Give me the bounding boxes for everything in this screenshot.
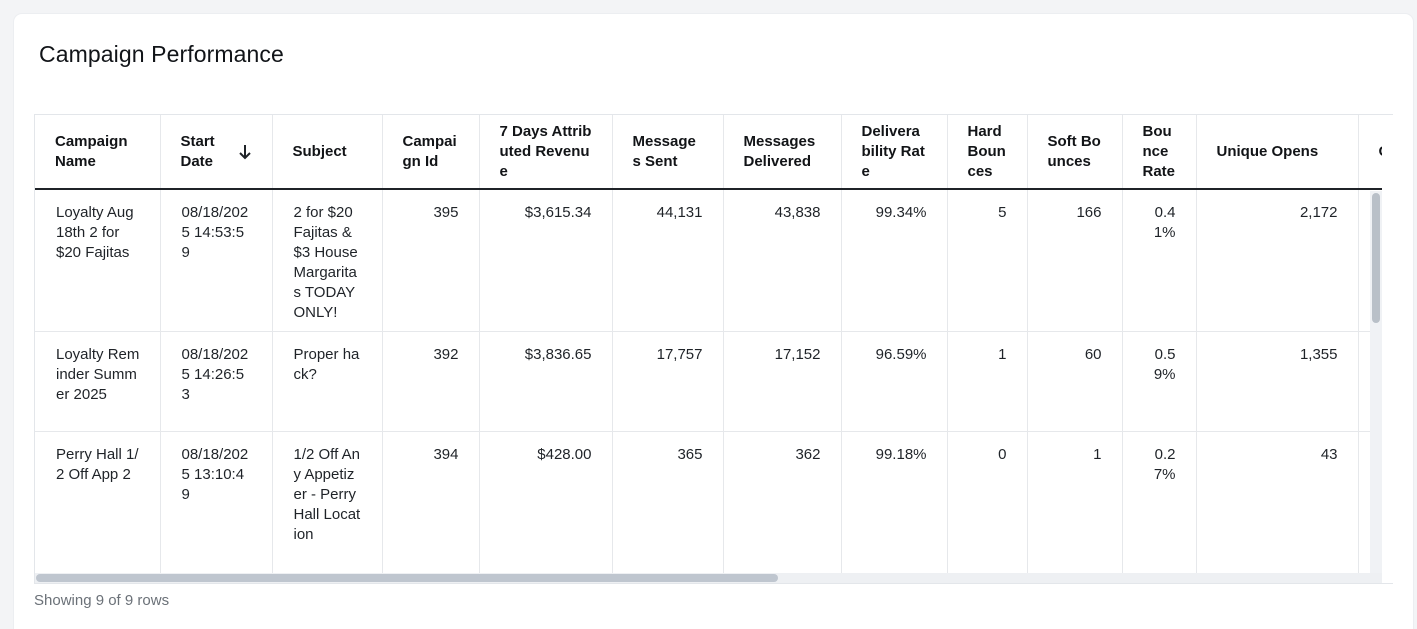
cell-campaign-id: 394 [382, 431, 480, 573]
column-header-messages-delivered[interactable]: Messages Delivered [723, 115, 842, 190]
cell-messages-sent: 44,131 [612, 189, 724, 332]
cell-hard-bounces: 5 [947, 189, 1028, 332]
column-header-revenue[interactable]: 7 Days Attributed Revenue [479, 115, 613, 190]
cell-bounce-rate: 0.41% [1122, 189, 1197, 332]
arrow-down-icon[interactable] [238, 143, 252, 161]
cell-revenue: $428.00 [479, 431, 613, 573]
cell-hard-bounces: 1 [947, 331, 1028, 432]
cell-unique-opens: 1,355 [1196, 331, 1359, 432]
cell-soft-bounces: 1 [1027, 431, 1123, 573]
card-title: Campaign Performance [39, 41, 284, 67]
row-count-text: Showing 9 of 9 rows [34, 592, 170, 609]
campaign-performance-card: Campaign Performance [14, 14, 1413, 629]
cell-messages-delivered: 17,152 [723, 331, 842, 432]
cell-campaign-id: 392 [382, 331, 480, 432]
cell-campaign-name: Loyalty Aug 18th 2 for $20 Fajitas [35, 189, 161, 332]
vertical-scrollbar[interactable] [1370, 191, 1382, 573]
horizontal-scrollbar[interactable] [35, 573, 1382, 583]
cell-messages-sent: 365 [612, 431, 724, 573]
cell-start-date: 08/18/2025 13:10:49 [160, 431, 273, 573]
cell-revenue: $3,836.65 [479, 331, 613, 432]
vertical-scrollbar-thumb[interactable] [1372, 193, 1380, 323]
cell-deliverability-rate: 99.18% [841, 431, 948, 573]
column-header-opens-truncated[interactable]: Op [1358, 115, 1382, 190]
cell-unique-opens: 2,172 [1196, 189, 1359, 332]
column-header-soft-bounces[interactable]: Soft Bounces [1027, 115, 1123, 190]
cell-hard-bounces: 0 [947, 431, 1028, 573]
column-header-start-date[interactable]: Start Date [160, 115, 273, 190]
table-row[interactable]: Loyalty Aug 18th 2 for $20 Fajitas 08/18… [35, 189, 1382, 332]
column-header-deliverability-rate[interactable]: Deliverability Rate [841, 115, 948, 190]
cell-messages-delivered: 362 [723, 431, 842, 573]
cell-soft-bounces: 166 [1027, 189, 1123, 332]
cell-messages-sent: 17,757 [612, 331, 724, 432]
cell-start-date: 08/18/2025 14:26:53 [160, 331, 273, 432]
column-header-campaign-name[interactable]: Campaign Name [35, 115, 161, 190]
cell-subject: 2 for $20 Fajitas & $3 House Margaritas … [272, 189, 383, 332]
cell-subject: 1/2 Off Any Appetizer - Perry Hall Locat… [272, 431, 383, 573]
cell-subject: Proper hack? [272, 331, 383, 432]
cell-bounce-rate: 0.27% [1122, 431, 1197, 573]
table-header-row: Campaign Name Start Date [35, 115, 1382, 190]
campaign-table: Campaign Name Start Date [35, 115, 1382, 573]
column-header-campaign-id[interactable]: Campaign Id [382, 115, 480, 190]
column-header-hard-bounces[interactable]: Hard Bounces [947, 115, 1028, 190]
cell-soft-bounces: 60 [1027, 331, 1123, 432]
table-viewport[interactable]: Campaign Name Start Date [35, 115, 1382, 573]
cell-campaign-name: Perry Hall 1/2 Off App 2 [35, 431, 161, 573]
cell-campaign-name: Loyalty Reminder Summer 2025 [35, 331, 161, 432]
table-container: Campaign Name Start Date [34, 114, 1393, 584]
cell-start-date: 08/18/2025 14:53:59 [160, 189, 273, 332]
cell-bounce-rate: 0.59% [1122, 331, 1197, 432]
cell-deliverability-rate: 96.59% [841, 331, 948, 432]
cell-campaign-id: 395 [382, 189, 480, 332]
cell-revenue: $3,615.34 [479, 189, 613, 332]
column-header-subject[interactable]: Subject [272, 115, 383, 190]
cell-unique-opens: 43 [1196, 431, 1359, 573]
cell-deliverability-rate: 99.34% [841, 189, 948, 332]
column-header-bounce-rate[interactable]: Bounce Rate [1122, 115, 1197, 190]
column-header-unique-opens[interactable]: Unique Opens [1196, 115, 1359, 190]
table-row[interactable]: Loyalty Reminder Summer 2025 08/18/2025 … [35, 331, 1382, 432]
column-header-label: Start Date [180, 132, 215, 170]
cell-messages-delivered: 43,838 [723, 189, 842, 332]
column-header-messages-sent[interactable]: Messages Sent [612, 115, 724, 190]
horizontal-scrollbar-thumb[interactable] [36, 574, 778, 582]
table-row[interactable]: Perry Hall 1/2 Off App 2 08/18/2025 13:1… [35, 431, 1382, 573]
